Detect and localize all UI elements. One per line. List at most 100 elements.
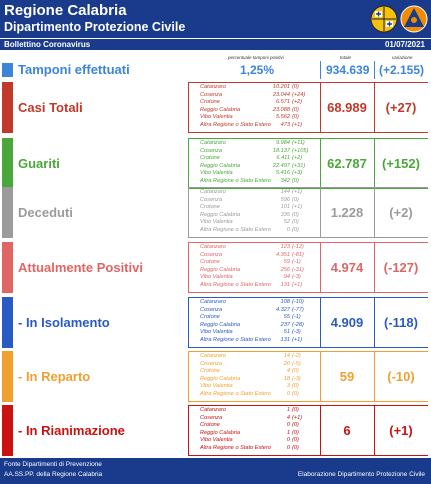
bulletin-date: 01/07/2021 xyxy=(384,40,425,49)
deceduti-delta: (+2) xyxy=(389,204,413,220)
deceduti-bottom-border xyxy=(188,237,428,238)
region-name: Reggio Calabria xyxy=(200,106,241,113)
region-change: (-10) xyxy=(292,299,304,305)
region-value: 131 xyxy=(280,281,290,288)
in-isolamento-divider-2 xyxy=(374,297,375,348)
tamponi-label: Tamponi effettuati xyxy=(18,62,130,77)
deceduti-top-border xyxy=(188,187,428,188)
region-change: (0) xyxy=(292,429,299,436)
region-name: Crotone xyxy=(200,155,220,161)
region-name: Reggio Calabria xyxy=(200,375,241,382)
region-name: Catanzaro xyxy=(200,407,226,413)
region-name: Cosenza xyxy=(200,360,223,367)
region-change: (+1) xyxy=(292,281,303,288)
in-isolamento-divider-1 xyxy=(320,297,321,348)
in-rianimazione-top-border xyxy=(188,405,428,406)
region-name: Vibo Valentia xyxy=(200,383,233,389)
region-change: (-3) xyxy=(292,274,301,280)
guariti-bottom-border xyxy=(188,188,428,189)
region-value: 123 xyxy=(280,244,290,250)
region-change: (0) xyxy=(292,422,299,428)
casi-totali-top-border xyxy=(188,82,428,83)
variation-column-header: variazione xyxy=(392,55,413,60)
casi-totali-region-list: Catanzaro Cosenza Crotone Reggio Calabria Vi… xyxy=(200,84,271,129)
region-name: Catanzaro xyxy=(200,353,226,359)
in-reparto-total: 59 xyxy=(339,368,355,384)
guariti-divider-2 xyxy=(374,138,375,189)
department-subtitle: Dipartimento Protezione Civile xyxy=(4,20,186,34)
region-value: 0 xyxy=(286,422,290,428)
region-value: 1 xyxy=(286,407,290,413)
region-name: Crotone xyxy=(200,422,220,428)
region-value: 3 xyxy=(286,383,290,389)
section-in-rianimazione: - In Rianimazione Catanzaro Cosenza Crotone… xyxy=(0,405,431,456)
casi-totali-left-border xyxy=(188,82,189,133)
tamponi-color-bar xyxy=(2,63,13,77)
region-name: Altra Regione o Stato Estero xyxy=(200,177,271,184)
in-reparto-delta: (-10) xyxy=(387,368,415,384)
region-change: (-28) xyxy=(292,321,304,328)
region-name: Vibo Valentia xyxy=(200,219,233,225)
region-name: Crotone xyxy=(200,314,220,320)
source-line-1: Fonte Dipartimenti di Prevenzione xyxy=(4,461,102,468)
region-change: (0) xyxy=(292,106,299,113)
region-change: (0) xyxy=(292,219,299,225)
region-name: Reggio Calabria xyxy=(200,211,241,218)
region-value: 1 xyxy=(286,429,290,436)
region-value: 59 xyxy=(283,259,290,265)
deceduti-label: Deceduti xyxy=(18,204,73,220)
in-isolamento-region-changes: (-10) (-77) (-1) (-28) (-3) (+1) xyxy=(292,299,316,344)
tamponi-delta: (+2.155) xyxy=(379,63,425,77)
in-reparto-region-changes: (-2) (-5) (0) (-3) (0) (0) xyxy=(292,353,316,398)
bulletin-bar: Bollettino Coronavirus 01/07/2021 xyxy=(0,38,431,50)
guariti-label: Guariti xyxy=(18,155,60,171)
region-change: (-1) xyxy=(292,314,301,320)
casi-totali-label: Casi Totali xyxy=(18,99,83,115)
section-deceduti: Deceduti Catanzaro Cosenza Crotone Reggio Ca… xyxy=(0,187,431,238)
region-value: 18.137 xyxy=(272,147,290,154)
guariti-region-list: Catanzaro Cosenza Crotone Reggio Calabria Vi… xyxy=(200,140,271,185)
region-value: 52 xyxy=(283,219,290,225)
region-change: (+105) xyxy=(292,147,309,154)
region-name: Altra Regione o Stato Estero xyxy=(200,444,271,451)
region-name: Cosenza xyxy=(200,147,223,154)
casi-totali-divider-2 xyxy=(374,82,375,133)
in-rianimazione-region-list: Catanzaro Cosenza Crotone Reggio Calabria Vi… xyxy=(200,407,271,452)
region-value: 55 xyxy=(283,314,290,320)
region-value: 144 xyxy=(280,189,290,195)
section-casi-totali: Casi Totali Catanzaro Cosenza Crotone Reggio… xyxy=(0,82,431,133)
region-value: 23.088 xyxy=(272,106,290,113)
region-value: 4 xyxy=(286,414,290,421)
tamponi-divider xyxy=(320,61,321,79)
section-guariti: Guariti Catanzaro Cosenza Crotone Reggio Cal… xyxy=(0,138,431,189)
protezione-civile-emblem-icon xyxy=(399,3,429,35)
in-isolamento-bottom-border xyxy=(188,347,428,348)
region-value: 4.327 xyxy=(276,306,290,313)
attualmente-positivi-region-values: 123 4.351 59 256 94 131 xyxy=(262,244,290,289)
region-value: 6.411 xyxy=(276,155,290,161)
casi-totali-divider-1 xyxy=(320,82,321,133)
casi-totali-region-values: 10.201 23.044 6.571 23.088 5.562 473 xyxy=(262,84,290,129)
casi-totali-total: 68.989 xyxy=(327,99,367,115)
deceduti-divider-1 xyxy=(320,187,321,238)
civil-protection-logo-icon xyxy=(369,3,399,35)
region-name: Altra Regione o Stato Estero xyxy=(200,390,271,397)
in-isolamento-top-border xyxy=(188,297,428,298)
region-name: Reggio Calabria xyxy=(200,266,241,273)
guariti-left-border xyxy=(188,138,189,189)
in-reparto-divider-2 xyxy=(374,351,375,402)
in-rianimazione-bottom-border xyxy=(188,455,428,456)
region-change: (-12) xyxy=(292,244,304,250)
in-isolamento-left-border xyxy=(188,297,189,348)
region-name: Catanzaro xyxy=(200,299,226,305)
region-change: (0) xyxy=(292,177,299,184)
in-reparto-label: - In Reparto xyxy=(18,368,91,384)
deceduti-total: 1.228 xyxy=(330,204,364,220)
attualmente-positivi-bottom-border xyxy=(188,292,428,293)
region-value: 5.416 xyxy=(276,170,290,176)
region-name: Crotone xyxy=(200,368,220,374)
region-change: (0) xyxy=(292,444,299,451)
region-change: (0) xyxy=(292,383,299,389)
attualmente-positivi-color-bar xyxy=(2,242,13,293)
